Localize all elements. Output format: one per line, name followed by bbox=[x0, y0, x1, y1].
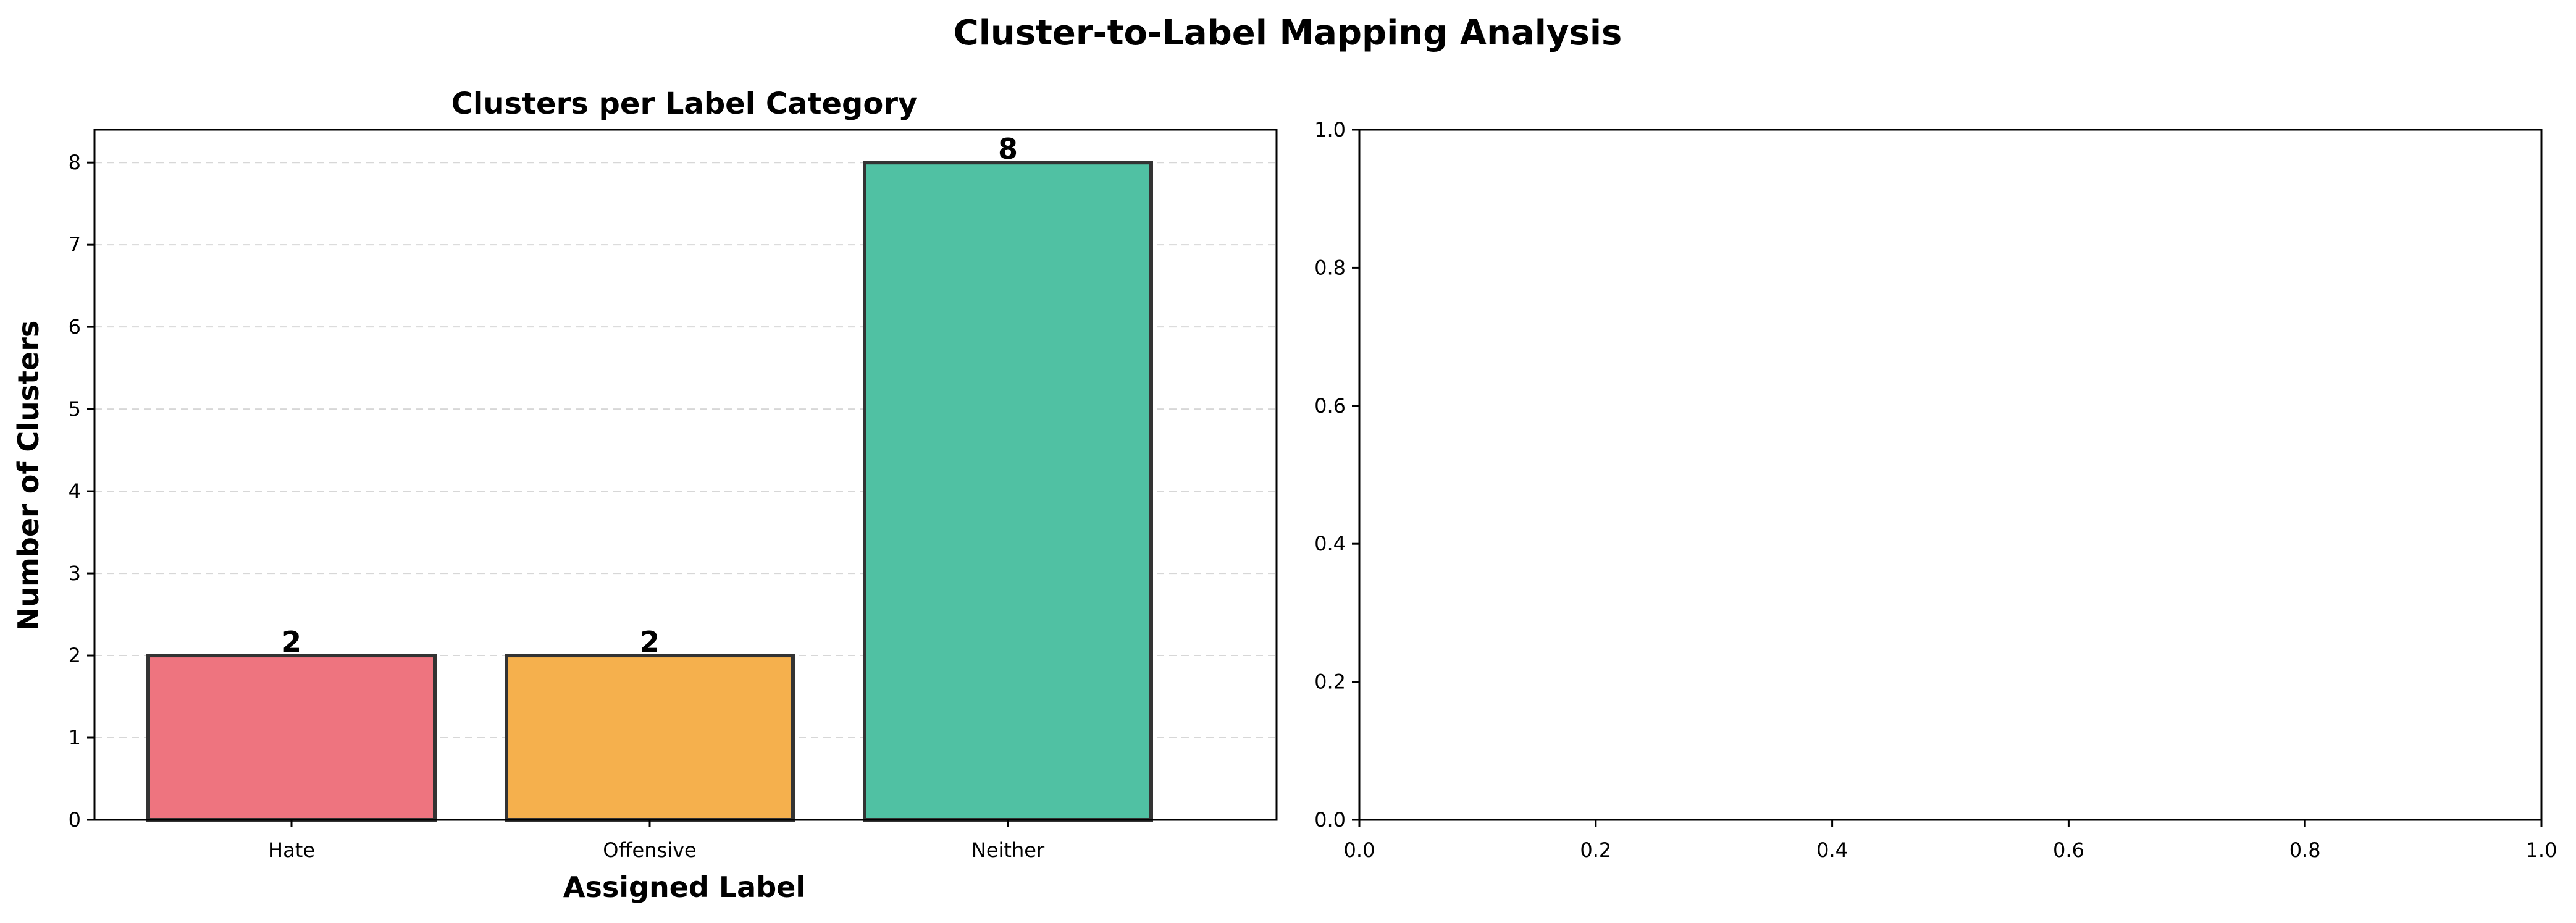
bar-value-label-offensive: 2 bbox=[640, 625, 660, 659]
bar-chart-y-tick-label: 8 bbox=[69, 151, 81, 174]
empty-axes-x-tick-label: 0.6 bbox=[2053, 838, 2084, 862]
bar-chart-y-tick-label: 5 bbox=[69, 397, 81, 421]
empty-axes-x-tick-label: 0.4 bbox=[1816, 838, 1848, 862]
bar-chart-x-tick-label: Hate bbox=[268, 838, 315, 862]
empty-axes-x-tick-label: 0.0 bbox=[1344, 838, 1375, 862]
bar-chart-x-ticks: Hate Offensive Neither bbox=[268, 820, 1045, 862]
bar-chart-frame bbox=[93, 129, 1278, 821]
bar-chart-y-tick-label: 3 bbox=[69, 562, 81, 585]
empty-axes-x-ticks: 0.0 0.2 0.4 0.6 0.8 1.0 bbox=[1344, 820, 2557, 862]
bar-chart-y-tick-label: 7 bbox=[69, 233, 81, 256]
empty-axes-y-tick-label: 0.4 bbox=[1314, 532, 1346, 555]
empty-axes-frame bbox=[1358, 129, 2543, 821]
bar-chart-y-axis-label: Number of Clusters bbox=[12, 321, 45, 631]
bar-chart-x-axis-label: Assigned Label bbox=[563, 870, 805, 904]
bar-chart-y-tick-label: 2 bbox=[69, 644, 81, 667]
bar-value-label-hate: 2 bbox=[282, 625, 301, 659]
empty-axes-y-tick-label: 0.0 bbox=[1314, 808, 1346, 832]
bar-chart-y-tick-label: 0 bbox=[69, 808, 81, 832]
bar-chart-x-tick-label: Offensive bbox=[603, 838, 696, 862]
bar-chart-axes: Clusters per Label Category Assigned Lab… bbox=[12, 86, 1278, 904]
bar-chart-y-tick-label: 1 bbox=[69, 726, 81, 749]
bar-chart-y-ticks: 0 1 2 3 4 5 6 7 8 bbox=[69, 151, 94, 832]
empty-axes-y-ticks: 0.0 0.2 0.4 0.6 0.8 1.0 bbox=[1314, 118, 1359, 832]
bar-chart-value-labels: 2 2 8 bbox=[282, 132, 1018, 659]
bar-chart-y-tick-label: 4 bbox=[69, 479, 81, 503]
empty-axes-x-tick-label: 0.8 bbox=[2289, 838, 2321, 862]
empty-axes-x-tick-label: 0.2 bbox=[1580, 838, 1611, 862]
empty-axes: 0.0 0.2 0.4 0.6 0.8 1.0 0.0 0.2 0.4 0.6 0.8 1.0 bbox=[1314, 118, 2557, 862]
bar-chart-title: Clusters per Label Category bbox=[451, 86, 918, 121]
bar-offensive bbox=[505, 654, 795, 822]
empty-axes-y-tick-label: 0.2 bbox=[1314, 670, 1346, 694]
figure-suptitle: Cluster-to-Label Mapping Analysis bbox=[954, 13, 1622, 53]
bar-neither bbox=[863, 161, 1153, 822]
empty-axes-y-tick-label: 0.8 bbox=[1314, 256, 1346, 279]
bar-chart-x-tick-label: Neither bbox=[971, 838, 1045, 862]
empty-axes-y-tick-label: 0.6 bbox=[1314, 394, 1346, 418]
empty-axes-x-tick-label: 1.0 bbox=[2526, 838, 2557, 862]
bar-value-label-neither: 8 bbox=[998, 132, 1018, 166]
empty-axes-y-tick-label: 1.0 bbox=[1314, 118, 1346, 141]
bar-chart-y-tick-label: 6 bbox=[69, 315, 81, 339]
bar-chart-bars bbox=[146, 161, 1153, 822]
bar-hate bbox=[146, 654, 437, 822]
